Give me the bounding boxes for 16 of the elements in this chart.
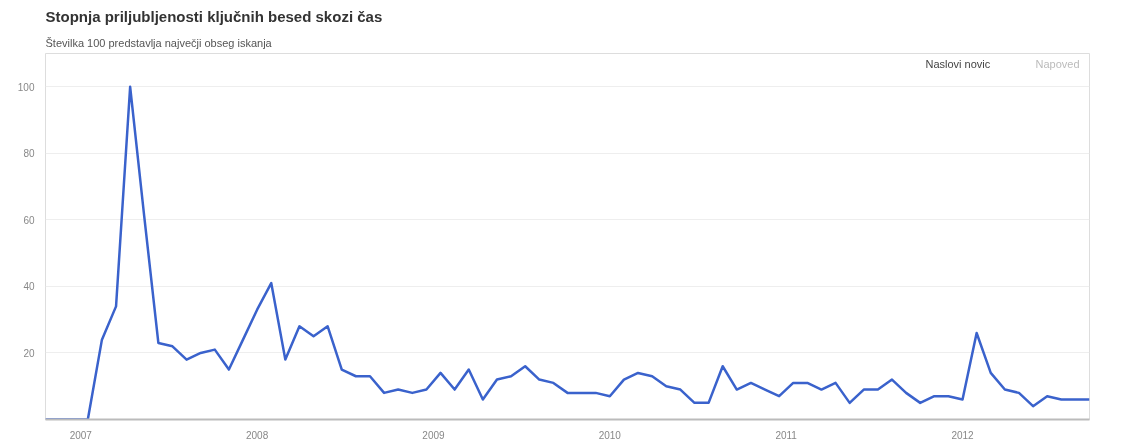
x-tick-label: 2009 bbox=[422, 429, 446, 441]
annotation: Naslovi novic bbox=[925, 57, 991, 70]
chart-title: Stopnja priljubljenosti ključnih besed skozi čas bbox=[45, 7, 383, 25]
annotation: Napoved bbox=[1035, 57, 1080, 70]
line-series bbox=[45, 85, 1090, 420]
y-tick-label: 60 bbox=[23, 214, 35, 226]
chart-subtitle: Številka 100 predstavlja največji obseg iskanja bbox=[45, 36, 273, 49]
y-tick-label: 40 bbox=[23, 281, 35, 293]
y-tick-label: 100 bbox=[17, 81, 35, 93]
y-tick-label: 80 bbox=[23, 148, 35, 160]
x-tick-label: 2012 bbox=[951, 429, 975, 441]
y-tick-label: 20 bbox=[23, 347, 35, 359]
x-tick-label: 2011 bbox=[775, 429, 798, 441]
x-tick-label: 2007 bbox=[69, 429, 93, 441]
x-tick-label: 2008 bbox=[246, 429, 269, 441]
x-tick-label: 2010 bbox=[598, 429, 622, 441]
